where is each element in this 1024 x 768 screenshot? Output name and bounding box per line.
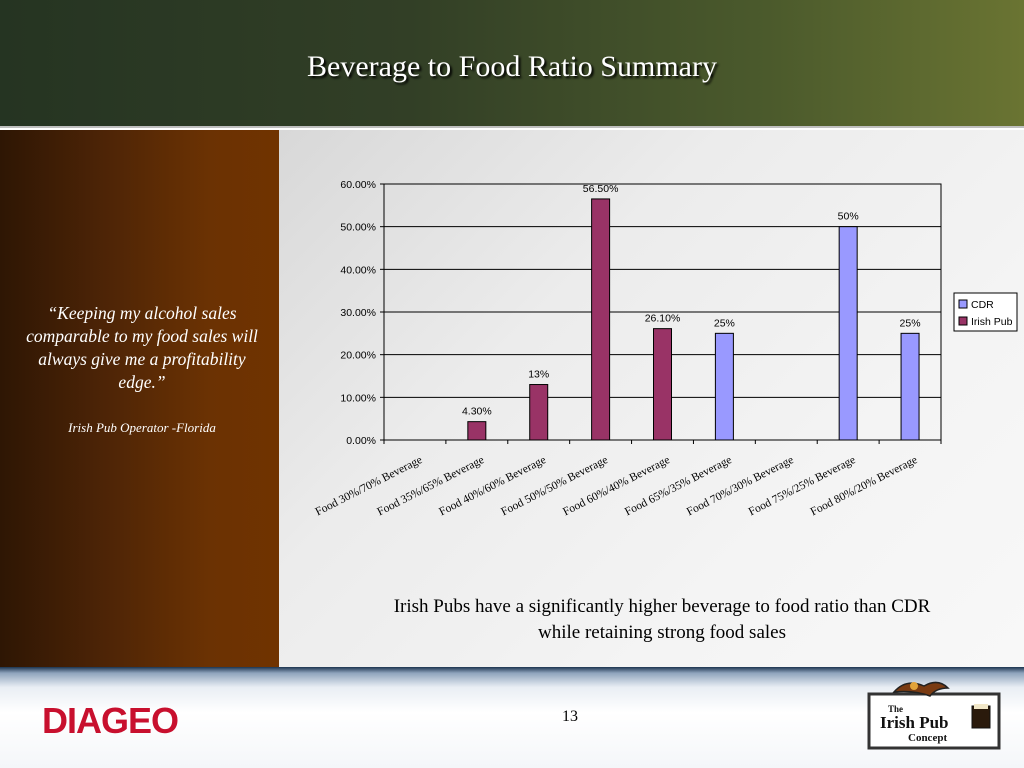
x-tick-label: Food 40%/60% Beverage	[437, 454, 548, 518]
data-label: 13%	[528, 369, 549, 381]
slide-title: Beverage to Food Ratio Summary	[307, 50, 717, 83]
chart-area: 0.00% 10.00% 20.00% 30.00% 40.00% 50.00% 60.00…	[279, 130, 1024, 667]
data-label: 25%	[900, 317, 921, 329]
bar-irish-pub	[529, 384, 549, 441]
x-tick-label: Food 50%/50% Beverage	[499, 454, 610, 518]
diageo-logo: DIAGEO	[42, 700, 179, 741]
bar-chart: 0.00% 10.00% 20.00% 30.00% 40.00% 50.00% 60.00…	[314, 179, 1018, 518]
quote-text: “Keeping my alcohol sales comparable to …	[26, 303, 258, 392]
page-number: 13	[562, 708, 578, 725]
x-tick-label: Food 65%/35% Beverage	[623, 454, 734, 518]
y-tick-label: 30.00%	[340, 307, 376, 319]
x-tick-label: Food 60%/40% Beverage	[561, 454, 672, 518]
y-tick-label: 40.00%	[340, 264, 376, 276]
y-tick-label: 60.00%	[340, 179, 376, 191]
bar-cdr	[838, 226, 858, 441]
y-tick-label: 0.00%	[346, 435, 376, 447]
y-tick-label: 10.00%	[340, 392, 376, 404]
irish-pub-concept-logo: The Irish Pub Concept	[867, 681, 1001, 750]
data-label: 26.10%	[645, 313, 681, 325]
data-label: 56.50%	[583, 183, 619, 195]
bar-irish-pub	[653, 328, 672, 441]
summary-caption: Irish Pubs have a significantly higher b…	[393, 596, 931, 643]
data-label: 50%	[838, 211, 859, 223]
bar-cdr	[714, 332, 734, 441]
x-tick-label: Food 75%/25% Beverage	[747, 454, 858, 518]
badge-text-concept: Concept	[908, 732, 947, 744]
data-label: 25%	[714, 317, 735, 329]
legend-swatch	[958, 299, 968, 309]
y-tick-label: 20.00%	[340, 350, 376, 362]
bar-irish-pub	[467, 421, 487, 441]
bar-irish-pub	[591, 198, 611, 441]
badge-text-main: Irish Pub	[880, 713, 949, 732]
footer-bar	[0, 667, 1024, 768]
x-tick-label: Food 70%/30% Beverage	[685, 454, 796, 518]
title-bar: Beverage to Food Ratio Summary	[0, 0, 1024, 128]
legend-label: CDR	[971, 299, 994, 311]
x-tick-label: Food 30%/70% Beverage	[314, 454, 425, 518]
quote-panel: “Keeping my alcohol sales comparable to …	[0, 130, 279, 667]
quote-attribution: Irish Pub Operator -Florida	[68, 420, 216, 435]
legend-swatch	[958, 316, 968, 326]
data-label: 4.30%	[462, 406, 492, 418]
badge-text-the: The	[888, 704, 903, 714]
x-tick-label: Food 35%/65% Beverage	[375, 454, 486, 518]
bar-cdr	[900, 332, 920, 441]
x-tick-label: Food 80%/20% Beverage	[809, 454, 920, 518]
y-tick-label: 50.00%	[340, 222, 376, 234]
legend-label: Irish Pub	[971, 316, 1013, 328]
